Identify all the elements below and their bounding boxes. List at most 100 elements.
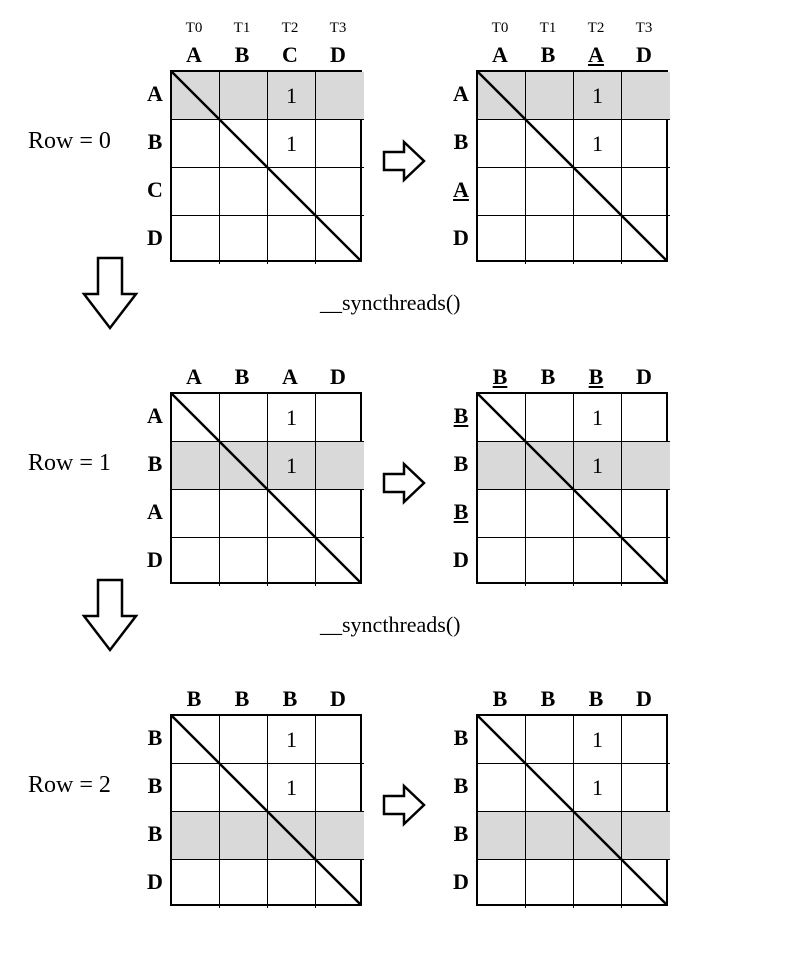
grid-cell bbox=[526, 216, 574, 264]
column-label: D bbox=[620, 686, 668, 714]
column-label: D bbox=[620, 42, 668, 70]
thread-label: T0 bbox=[476, 20, 524, 42]
row-labels: BBBD bbox=[446, 392, 476, 584]
column-label: B bbox=[524, 686, 572, 714]
grid-cell bbox=[220, 168, 268, 216]
row-label: C bbox=[140, 166, 170, 214]
grid-cell bbox=[574, 538, 622, 586]
column-label: A bbox=[170, 42, 218, 70]
row-label: A bbox=[140, 70, 170, 118]
grid-cell bbox=[622, 490, 670, 538]
row-block: Row = 0T0T1T2T3ABCDABCD11T0T1T2T3ABADABA… bbox=[20, 20, 780, 262]
column-labels: BBBD bbox=[476, 364, 668, 392]
row-labels: BBBD bbox=[446, 714, 476, 906]
grid-cell bbox=[622, 168, 670, 216]
grid-cell bbox=[220, 394, 268, 442]
row-label: D bbox=[140, 536, 170, 584]
column-label: D bbox=[314, 42, 362, 70]
grid-cell bbox=[478, 442, 526, 490]
grid-cell bbox=[220, 442, 268, 490]
column-label: A bbox=[266, 364, 314, 392]
matrix-pair: ABADABAD11BBBDBBBD11 bbox=[140, 342, 668, 584]
grid-cell bbox=[526, 490, 574, 538]
grid-cell bbox=[526, 860, 574, 908]
grid-cell bbox=[316, 216, 364, 264]
grid-cell bbox=[220, 72, 268, 120]
grid-cell bbox=[172, 216, 220, 264]
column-label: B bbox=[218, 42, 266, 70]
column-label: B bbox=[572, 686, 620, 714]
matrix-right: T0T1T2T3ABADABAD11 bbox=[446, 20, 668, 262]
grid-cell bbox=[172, 442, 220, 490]
right-arrow-icon bbox=[382, 458, 426, 508]
grid: 11 bbox=[476, 714, 668, 906]
grid-cell bbox=[574, 168, 622, 216]
grid-cell bbox=[316, 764, 364, 812]
row-label: B bbox=[446, 810, 476, 858]
grid-cell: 1 bbox=[268, 72, 316, 120]
grid-cell: 1 bbox=[574, 394, 622, 442]
grid-cell bbox=[526, 168, 574, 216]
grid-cell bbox=[574, 860, 622, 908]
grid-cell bbox=[526, 716, 574, 764]
grid-cell: 1 bbox=[268, 716, 316, 764]
grid-cell bbox=[478, 716, 526, 764]
grid-cell bbox=[220, 120, 268, 168]
grid-cell bbox=[478, 120, 526, 168]
grid: 11 bbox=[170, 714, 362, 906]
row-block: Row = 1ABADABAD11BBBDBBBD11 bbox=[20, 342, 780, 584]
thread-label: T2 bbox=[572, 20, 620, 42]
column-label: B bbox=[476, 686, 524, 714]
row-label: B bbox=[140, 118, 170, 166]
row-label: B bbox=[446, 118, 476, 166]
grid-cell bbox=[622, 394, 670, 442]
matrix-pair: T0T1T2T3ABCDABCD11T0T1T2T3ABADABAD11 bbox=[140, 20, 668, 262]
grid-cell bbox=[172, 764, 220, 812]
matrix-right: BBBDBBBD11 bbox=[446, 664, 668, 906]
row-label: D bbox=[446, 858, 476, 906]
column-label: B bbox=[572, 364, 620, 392]
column-label: B bbox=[266, 686, 314, 714]
column-label: D bbox=[314, 686, 362, 714]
grid-cell bbox=[220, 860, 268, 908]
grid-cell bbox=[172, 168, 220, 216]
column-label: A bbox=[572, 42, 620, 70]
grid-cell bbox=[268, 812, 316, 860]
column-label: D bbox=[620, 364, 668, 392]
column-label: A bbox=[476, 42, 524, 70]
column-label: D bbox=[314, 364, 362, 392]
matrix-left: ABADABAD11 bbox=[140, 342, 362, 584]
grid: 11 bbox=[170, 70, 362, 262]
grid-cell bbox=[172, 860, 220, 908]
grid-cell bbox=[220, 216, 268, 264]
grid: 11 bbox=[476, 392, 668, 584]
row-label: B bbox=[140, 714, 170, 762]
column-label: B bbox=[524, 364, 572, 392]
grid-cell bbox=[268, 860, 316, 908]
row-index-label: Row = 2 bbox=[20, 772, 140, 799]
grid-cell: 1 bbox=[574, 120, 622, 168]
grid-cell bbox=[622, 716, 670, 764]
row-label: B bbox=[446, 440, 476, 488]
grid-cell bbox=[220, 716, 268, 764]
grid-cell bbox=[478, 812, 526, 860]
column-label: B bbox=[218, 686, 266, 714]
thread-label: T1 bbox=[218, 20, 266, 42]
grid-cell bbox=[172, 120, 220, 168]
grid-cell bbox=[316, 394, 364, 442]
matrix-right: BBBDBBBD11 bbox=[446, 342, 668, 584]
grid-cell: 1 bbox=[268, 394, 316, 442]
grid-cell bbox=[316, 490, 364, 538]
column-label: A bbox=[170, 364, 218, 392]
row-label: D bbox=[140, 858, 170, 906]
grid-cell bbox=[478, 394, 526, 442]
column-labels: ABCD bbox=[170, 42, 362, 70]
grid-cell bbox=[478, 764, 526, 812]
right-arrow-icon bbox=[382, 136, 426, 186]
thread-label: T2 bbox=[266, 20, 314, 42]
grid-cell bbox=[172, 812, 220, 860]
grid-cell: 1 bbox=[268, 764, 316, 812]
grid-cell bbox=[622, 120, 670, 168]
grid-cell bbox=[268, 490, 316, 538]
grid-cell bbox=[574, 812, 622, 860]
